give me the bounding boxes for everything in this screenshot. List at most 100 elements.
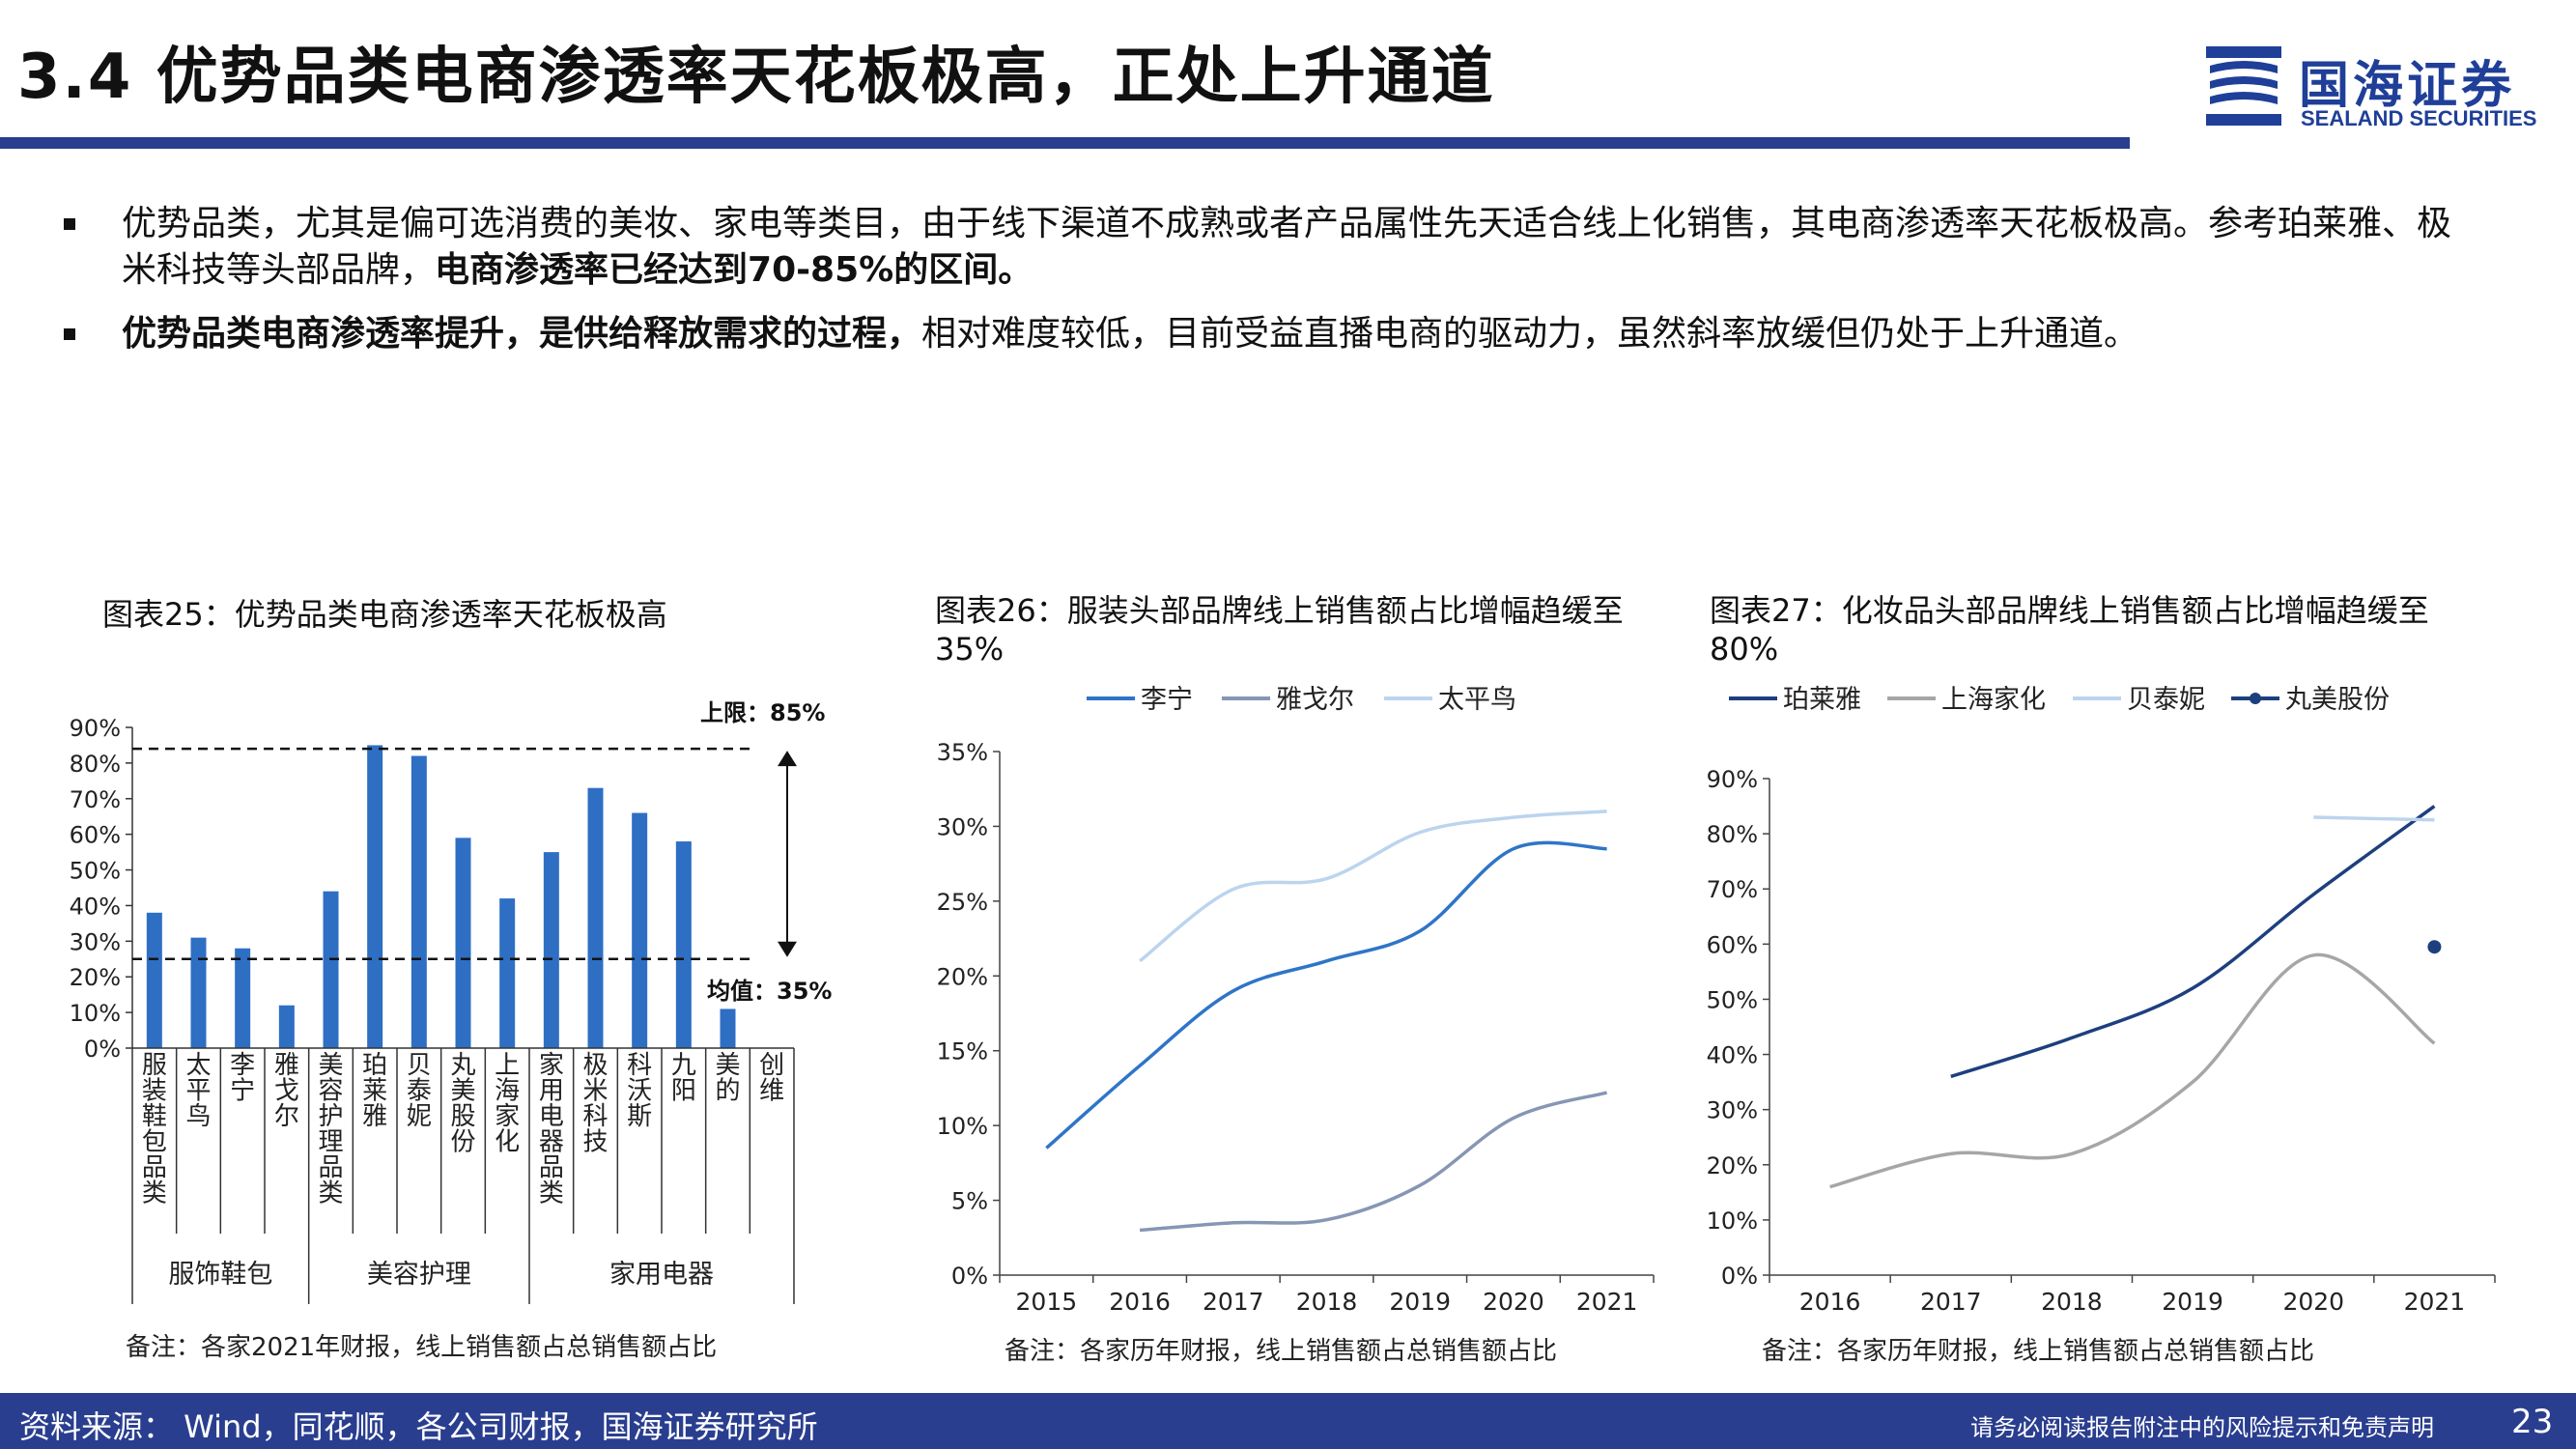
y-tick-label: 60% [70,822,121,849]
series-point [2427,940,2442,954]
chart25-title: 图表25：优势品类电商渗透率天花板极高 [102,596,667,633]
series-line [1139,810,1607,963]
x-category-label: 科沃斯 [627,1051,652,1131]
bar [146,912,162,1048]
logo-emblem-icon [2206,46,2281,126]
y-tick-label: 15% [937,1038,988,1065]
y-tick-label: 60% [1707,931,1758,958]
x-category-label: 美容护理品类 [318,1051,343,1208]
x-tick-label: 2021 [1576,1288,1638,1316]
x-category-label: 雅戈尔 [274,1051,299,1131]
y-tick-label: 20% [1707,1152,1758,1179]
y-tick-label: 50% [1707,986,1758,1013]
x-category-label: 李宁 [230,1051,255,1106]
y-tick-label: 30% [1707,1097,1758,1124]
y-tick-label: 80% [70,751,121,778]
x-tick-label: 2018 [1296,1288,1358,1316]
footer-bar: 资料来源： Wind，同花顺，各公司财报，国海证券研究所 请务必阅读报告附注中的… [0,1393,2576,1449]
x-category-label: 丸美股份 [450,1051,475,1157]
arrow-head-down-icon [778,941,797,957]
y-tick-label: 10% [937,1113,988,1140]
x-tick-label: 2021 [2404,1288,2466,1316]
y-tick-label: 40% [70,893,121,920]
x-tick-label: 2019 [1389,1288,1451,1316]
y-tick-label: 35% [937,739,988,766]
y-tick-label: 20% [70,964,121,991]
chart27-line-chart: 0% 10% 20% 30% 40% 50% 60% 70% 80% 90% 2016 2017 201… [1707,685,2496,1316]
logo-text-cn: 国海证券 [2299,57,2516,115]
x-tick-label: 2018 [2041,1288,2103,1316]
legend-label: 太平鸟 [1438,685,1516,715]
y-tick-label: 5% [951,1188,988,1215]
bar [367,745,383,1048]
y-tick-label: 70% [1707,876,1758,903]
bar [235,948,251,1048]
bar [278,1005,295,1048]
x-category-label: 家用电器品类 [539,1051,564,1208]
x-category-label: 九阳 [671,1051,696,1106]
y-tick-label: 10% [70,1000,121,1027]
chart25-note: 备注：各家2021年财报，线上销售额占总销售额占比 [126,1333,718,1362]
legend-label: 珀莱雅 [1783,685,1861,715]
mean-label: 均值：35% [707,978,832,1005]
x-category-label: 贝泰妮 [407,1051,432,1131]
footer-disclaimer: 请务必阅读报告附注中的风险提示和免责声明 [1970,1414,2434,1441]
x-category-label: 太平鸟 [185,1051,211,1131]
page-title: 3.4 优势品类电商渗透率天花板极高，正处上升通道 [17,42,1495,113]
y-tick-label: 50% [70,858,121,885]
series-line [2313,815,2435,822]
legend-label: 上海家化 [1941,685,2046,715]
x-category-label: 创维 [759,1051,784,1106]
series-line [1829,952,2436,1189]
bar [720,1009,736,1048]
bar [543,852,559,1048]
x-category-label: 上海家化 [495,1051,520,1157]
y-tick-label: 20% [937,963,988,990]
x-tick-label: 2017 [1920,1288,1982,1316]
y-tick-label: 0% [84,1036,121,1063]
legend-label: 贝泰妮 [2127,685,2205,715]
x-tick-label: 2019 [2162,1288,2223,1316]
y-tick-label: 40% [1707,1042,1758,1069]
x-category-label: 珀莱雅 [362,1051,387,1131]
y-tick-label: 80% [1707,821,1758,848]
group-label: 服饰鞋包 [168,1260,272,1290]
series-line [1139,1091,1608,1233]
y-tick-label: 90% [70,715,121,742]
y-tick-label: 70% [70,786,121,813]
bar [587,787,604,1048]
title-divider [0,137,2130,149]
bullet-item: 优势品类，尤其是偏可选消费的美妆、家电等类目，由于线下渠道不成熟或者产品属性先天… [58,201,2473,294]
bullet-item: 优势品类电商渗透率提升，是供给释放需求的过程，相对难度较低，目前受益直播电商的驱… [58,311,2473,357]
bullet-text: 优势品类，尤其是偏可选消费的美妆、家电等类目，由于线下渠道不成熟或者产品属性先天… [122,204,2452,290]
x-tick-label: 2016 [1109,1288,1171,1316]
arrow-head-up-icon [778,751,797,767]
bar [455,838,471,1048]
y-tick-label: 25% [937,889,988,916]
series-line [1950,805,2436,1079]
bar [632,812,648,1048]
chart26-note: 备注：各家历年财报，线上销售额占总销售额占比 [1005,1337,1558,1366]
bullet-text-bold: 优势品类电商渗透率提升，是供给释放需求的过程， [122,314,922,354]
page-number: 23 [2511,1403,2554,1441]
legend-label: 李宁 [1141,685,1193,715]
chart27-note: 备注：各家历年财报，线上销售额占总销售额占比 [1762,1337,2315,1366]
bullet-text-bold: 电商渗透率已经达到70-85%的区间。 [435,250,1033,290]
group-label: 美容护理 [367,1260,471,1290]
x-tick-label: 2015 [1016,1288,1078,1316]
x-category-label: 美的 [715,1051,740,1106]
bullet-list: 优势品类，尤其是偏可选消费的美妆、家电等类目，由于线下渠道不成熟或者产品属性先天… [58,201,2473,375]
x-tick-label: 2017 [1203,1288,1264,1316]
bullet-marker-icon [64,218,75,230]
chart25-bar-chart: 0% 10% 20% 30% 40% 50% 60% 70% 80% 90% 服装鞋包品类太平鸟李宁… [70,699,832,1304]
bar [675,841,692,1048]
legend-label: 雅戈尔 [1276,685,1354,715]
group-label: 家用电器 [609,1260,714,1290]
y-tick-label: 30% [937,813,988,840]
y-tick-label: 90% [1707,766,1758,793]
upper-limit-label: 上限：85% [700,699,825,726]
x-category-label: 服装鞋包品类 [142,1051,167,1208]
y-tick-label: 0% [1721,1263,1758,1290]
company-logo: 国海证券 SEALAND SECURITIES [2202,39,2560,135]
bullet-text: 相对难度较低，目前受益直播电商的驱动力，虽然斜率放缓但仍处于上升通道。 [921,314,2139,354]
